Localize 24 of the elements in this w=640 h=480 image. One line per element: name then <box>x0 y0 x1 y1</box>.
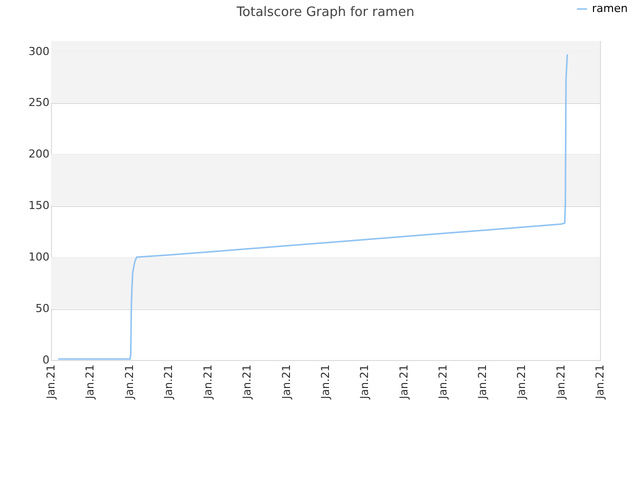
y-tick-label: 200 <box>28 148 50 161</box>
x-tick-label: Jan.21 <box>515 364 528 400</box>
y-tick-label: 100 <box>28 250 50 264</box>
x-tick-label: Jan.21 <box>358 364 372 400</box>
x-tick-label: Jan.21 <box>162 364 176 400</box>
x-tick-label: Jan.21 <box>594 364 606 400</box>
y-tick-label: 0 <box>42 354 50 366</box>
x-tick-label: Jan.21 <box>476 364 489 400</box>
x-tick-label: Jan.21 <box>240 364 254 400</box>
chart-title: Totalscore Graph for ramen <box>236 5 414 20</box>
x-tick-label: Jan.21 <box>319 364 332 400</box>
x-tick-label: Jan.21 <box>84 364 97 400</box>
x-tick-label: Jan.21 <box>436 364 450 400</box>
x-tick-label: Jan.21 <box>397 364 410 400</box>
y-tick-label: 50 <box>36 302 50 316</box>
x-tick-label: Jan.21 <box>554 364 568 400</box>
x-tick-label: Jan.21 <box>280 364 293 400</box>
y-tick-label: 300 <box>28 44 50 58</box>
x-tick-label: Jan.21 <box>201 364 214 400</box>
y-tick-label: 250 <box>28 96 50 110</box>
x-tick-label: Jan.21 <box>122 364 136 400</box>
x-tick-label: Jan.21 <box>44 364 58 400</box>
y-tick-label: 150 <box>28 199 50 212</box>
legend-label: ramen <box>592 2 628 15</box>
